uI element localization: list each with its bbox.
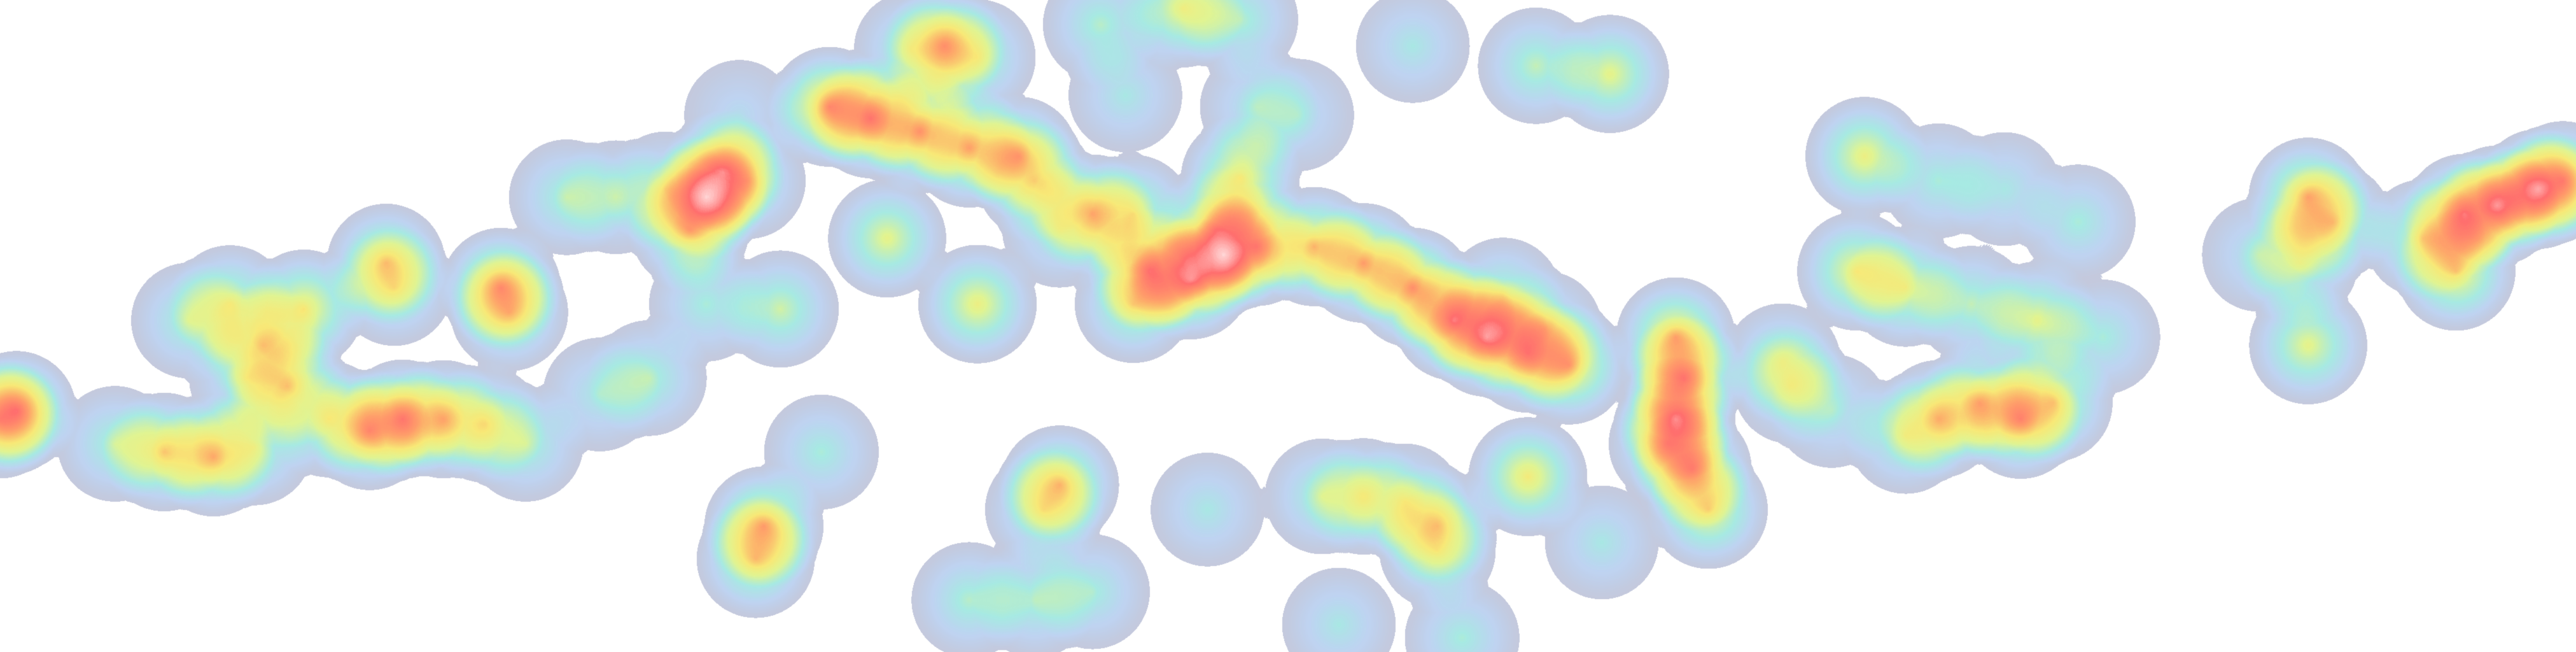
heatmap-layer	[0, 0, 2576, 652]
